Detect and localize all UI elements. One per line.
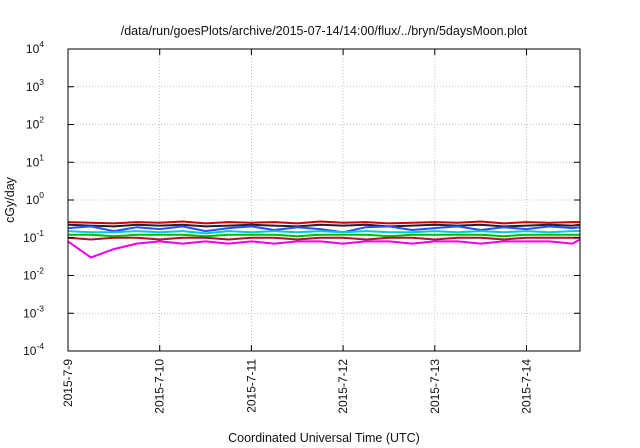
x-axis-label: Coordinated Universal Time (UTC) [228, 431, 420, 445]
y-tick-label: 10-3 [23, 303, 44, 320]
series-group [67, 220, 581, 259]
x-axis: 2015-7-9 2015-7-10 2015-7-11 2015-7-12 2015-… [61, 49, 534, 414]
x-tick-label: 2015-7-9 [61, 359, 75, 407]
y-tick-label: 10-1 [23, 228, 44, 245]
series-line-5 [68, 233, 580, 238]
x-tick-label: 2015-7-11 [244, 359, 258, 413]
series-line-7 [67, 236, 580, 241]
y-tick-label: 102 [26, 115, 44, 132]
series-line-1 [67, 220, 580, 225]
chart-title: /data/run/goesPlots/archive/2015-07-14/1… [121, 24, 528, 38]
x-tick-label: 2015-7-14 [520, 359, 534, 414]
y-tick-label: 10-2 [23, 266, 44, 283]
y-axis-label: cGy/day [3, 176, 17, 223]
y-tick-label: 101 [26, 152, 44, 169]
series-line-2 [67, 223, 581, 228]
series-line-6 [67, 238, 581, 259]
series-line-4 [67, 230, 580, 235]
x-tick-label: 2015-7-12 [336, 359, 350, 414]
grid [68, 49, 580, 351]
y-axis: 10-4 10-3 10-2 10-1 100 101 102 103 104 [23, 39, 580, 358]
x-tick-label: 2015-7-13 [428, 359, 442, 414]
y-tick-label: 104 [26, 39, 44, 56]
y-tick-label: 10-4 [23, 341, 44, 358]
y-tick-label: 103 [26, 77, 44, 94]
y-tick-label: 100 [26, 190, 44, 207]
x-tick-label: 2015-7-10 [153, 359, 167, 414]
